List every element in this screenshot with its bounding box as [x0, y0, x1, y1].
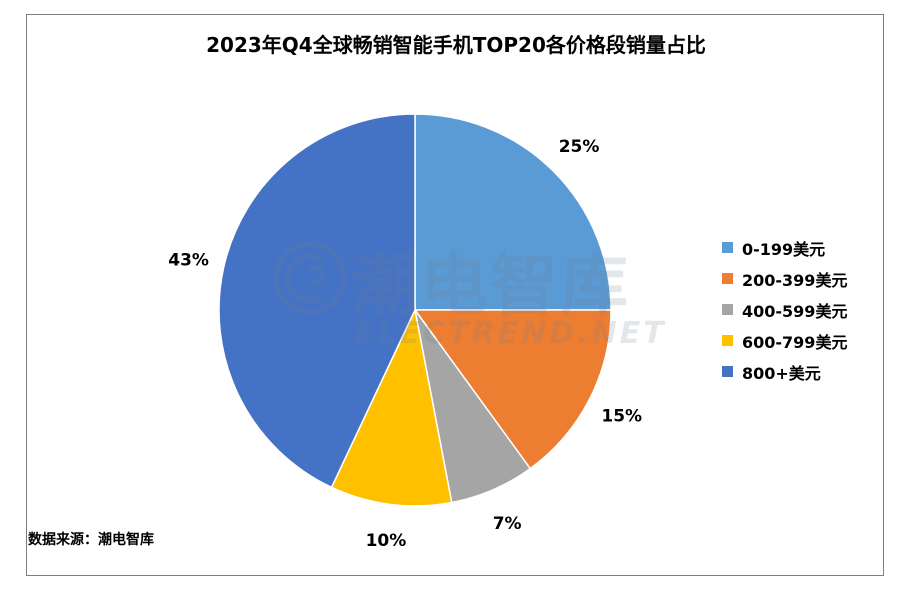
legend-label: 0-199美元 — [742, 239, 826, 259]
legend-swatch — [722, 242, 733, 253]
data-label-4: 10% — [366, 531, 407, 551]
legend-item-2: 200-399美元 — [722, 263, 847, 294]
legend-label: 400-599美元 — [742, 301, 848, 321]
pie-slice-4 — [330, 307, 453, 507]
legend-item-1: 0-199美元 — [722, 232, 847, 263]
legend-label: 800+美元 — [742, 363, 821, 383]
pie-slice-1 — [414, 113, 612, 311]
pie-slice-2 — [413, 309, 612, 470]
legend-swatch — [722, 304, 733, 315]
legend-swatch — [722, 335, 733, 346]
data-label-3: 7% — [493, 514, 522, 534]
chart-title: 2023年Q4全球畅销智能手机TOP20各价格段销量占比 — [206, 33, 706, 57]
data-label-5: 43% — [168, 250, 209, 270]
legend-swatch — [722, 273, 733, 284]
legend-item-4: 600-799美元 — [722, 325, 847, 356]
legend-label: 600-799美元 — [742, 332, 848, 352]
legend-swatch — [722, 366, 733, 377]
data-label-2: 15% — [601, 406, 642, 426]
chart-legend: 0-199美元 200-399美元 400-599美元 600-799美元 800+美元 — [722, 232, 847, 387]
data-label-1: 25% — [559, 137, 600, 157]
legend-label: 200-399美元 — [742, 270, 848, 290]
legend-item-3: 400-599美元 — [722, 294, 847, 325]
data-source: 数据来源：潮电智库 — [28, 532, 154, 548]
pie-slice-5 — [218, 113, 416, 489]
legend-item-5: 800+美元 — [722, 356, 847, 387]
